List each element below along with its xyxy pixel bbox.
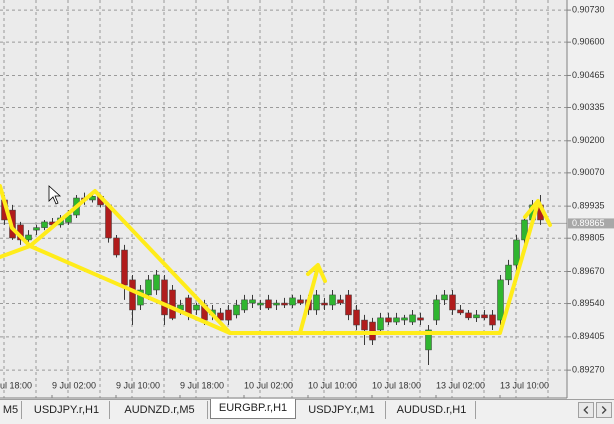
y-tick-label: 0.90200 [572, 135, 605, 145]
candle-body [385, 317, 392, 323]
candle-body [161, 279, 168, 316]
price-chart: 0.89270 0.89405 0.89540 0.89670 0.89805 0.899… [0, 0, 614, 399]
y-tick-label: 0.89805 [572, 233, 605, 243]
y-tick-label: 0.89405 [572, 331, 605, 341]
tab-scroll-arrow[interactable] [596, 402, 612, 418]
candle-body [521, 219, 528, 241]
x-tick-label: 10 Jul 18:00 [372, 380, 421, 390]
candle-body [193, 304, 200, 311]
yellow-arrow-head [306, 263, 327, 283]
y-tick-label: 0.90600 [572, 37, 605, 47]
candle-body [297, 299, 304, 304]
chart-tab[interactable]: USDJPY.r,M1 [298, 401, 386, 419]
candle-body [153, 274, 160, 291]
candle-body [129, 279, 136, 311]
candle-body [257, 302, 264, 306]
candle-body [329, 294, 336, 306]
y-tick-label: 0.90335 [572, 102, 605, 112]
tab-scroll-arrow[interactable] [578, 402, 594, 418]
y-tick-label: 0.89935 [572, 201, 605, 211]
candle-body [41, 221, 48, 228]
candle-body [497, 279, 504, 321]
candle-body [241, 299, 248, 311]
candle-body [273, 302, 280, 306]
candle-body [249, 299, 256, 304]
candle-body [217, 312, 224, 321]
candle-body [457, 309, 464, 314]
candle-body [233, 304, 240, 316]
candle-body [449, 294, 456, 311]
yellow-arrow-head [523, 199, 552, 227]
chart-tab[interactable]: EURGBP.r,H1 [210, 399, 296, 419]
trend-drawings [0, 184, 552, 335]
chart-tab[interactable]: AUDUSD.r,H1 [388, 401, 476, 419]
x-tick-label: 8 Jul 18:00 [0, 380, 32, 390]
candle-body [113, 237, 120, 256]
candle-body [489, 314, 496, 326]
x-tick-label: 10 Jul 02:00 [244, 380, 293, 390]
candle-body [345, 294, 352, 316]
candle-body [321, 302, 328, 306]
candle-body [145, 279, 152, 296]
x-tick-label: 9 Jul 18:00 [180, 380, 224, 390]
current-price-label: 0.89865 [572, 218, 605, 228]
candle-body [473, 314, 480, 319]
candle-body [417, 317, 424, 321]
chart-tab[interactable]: M5 [0, 401, 22, 419]
candle-body [425, 329, 432, 351]
candle-body [169, 289, 176, 319]
x-tick-label: 10 Jul 10:00 [308, 380, 357, 390]
candle-body [401, 317, 408, 321]
x-tick-label: 9 Jul 02:00 [52, 380, 96, 390]
x-tick-label: 9 Jul 10:00 [116, 380, 160, 390]
candle-body [353, 309, 360, 326]
candle-body [441, 294, 448, 301]
candle-body [409, 314, 416, 323]
candles [1, 192, 544, 365]
candle-body [377, 317, 384, 331]
candle-body [393, 317, 400, 323]
yellow-pattern-line [0, 184, 232, 335]
candle-body [505, 264, 512, 281]
y-tick-label: 0.90730 [572, 4, 605, 14]
candle-body [337, 299, 344, 304]
mouse-cursor [48, 185, 62, 205]
y-tick-label: 0.90070 [572, 167, 605, 177]
candle-body [513, 239, 520, 266]
chart-tab[interactable]: AUDNZD.r,M5 [112, 401, 208, 419]
candle-body [289, 297, 296, 306]
y-tick-label: 0.89670 [572, 266, 605, 276]
candle-body [465, 312, 472, 319]
y-tick-label: 0.89540 [572, 298, 605, 308]
candle-body [33, 227, 40, 231]
price-axis: 0.89270 0.89405 0.89540 0.89670 0.89805 0.899… [567, 4, 614, 375]
y-tick-label: 0.90465 [572, 70, 605, 80]
chart-tabs: M5 USDJPY.r,H1 AUDNZD.r,M5 EURGBP.r,H1 USDJP… [0, 399, 614, 424]
x-tick-label: 13 Jul 02:00 [436, 380, 485, 390]
candle-body [313, 294, 320, 311]
chart-tab[interactable]: USDJPY.r,H1 [24, 401, 110, 419]
candle-body [433, 299, 440, 321]
candle-body [121, 249, 128, 286]
candle-body [25, 234, 32, 241]
candle-body [225, 309, 232, 321]
y-tick-label: 0.89270 [572, 365, 605, 375]
candle-body [361, 319, 368, 331]
x-tick-label: 13 Jul 10:00 [500, 380, 549, 390]
current-price-box [568, 218, 614, 229]
candle-body [281, 302, 288, 306]
candle-body [481, 314, 488, 319]
yellow-pattern-line [298, 201, 540, 335]
candle-body [265, 299, 272, 309]
